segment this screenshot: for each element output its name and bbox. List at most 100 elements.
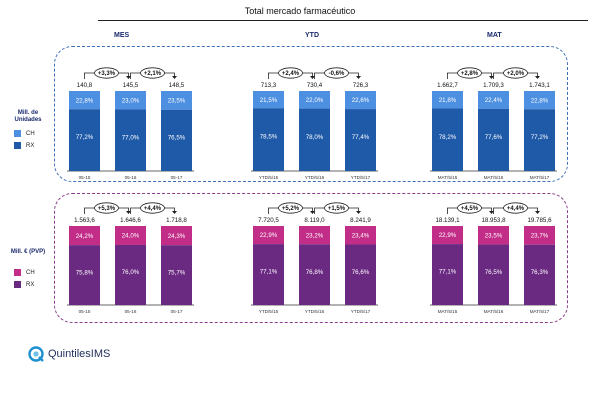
- value-mes-category-1: 05-16: [125, 309, 137, 314]
- brand-logo: QuintilesIMS: [28, 346, 110, 362]
- value-mat-bar-ch-2: [524, 226, 555, 245]
- units-legend-ch-swatch: [14, 130, 21, 137]
- units-mes-category-1: 05-16: [125, 175, 137, 180]
- logo-text: QuintilesIMS: [48, 348, 111, 360]
- units-ytd-total-1: 730,4: [307, 82, 323, 89]
- units-section-frame: [54, 46, 568, 182]
- value-mat-bar-rx-2: [524, 244, 555, 305]
- value-mes-bar-rx-2: [161, 245, 192, 305]
- value-mat-growth-badge-1: [503, 202, 528, 214]
- units-ytd-growth-arrowhead-0: [310, 76, 315, 79]
- value-mes-label-rx-2: 75,7%: [168, 269, 186, 276]
- units-ytd-bar-ch-2: [345, 91, 376, 110]
- value-mes-bar-ch-0: [69, 226, 100, 246]
- units-mes-growth-arrowhead-1: [172, 76, 177, 79]
- value-ytd-growth-arrowhead-1: [356, 211, 361, 214]
- units-legend-rx-label: RX: [26, 142, 35, 149]
- value-ytd-growth-badge-0: [278, 202, 303, 214]
- value-mat-label-ch-0: 22,9%: [439, 232, 457, 239]
- value-ytd-bar-ch-1: [299, 226, 330, 245]
- units-ytd-bar-ch-0: [253, 91, 284, 109]
- value-mes-total-0: 1.563,6: [74, 217, 95, 224]
- units-mes-growth-arrowhead-0: [126, 76, 131, 79]
- units-mes-bar-ch-2: [161, 91, 192, 110]
- units-ytd-label-ch-1: 22,0%: [306, 97, 324, 104]
- units-ytd-bar-ch-1: [299, 91, 330, 109]
- value-mes-label-ch-2: 24,3%: [168, 233, 186, 240]
- value-legend-ch-label: CH: [26, 269, 35, 276]
- value-mes-growth-arrowhead-0: [126, 211, 131, 214]
- units-mat-bar-rx-0: [432, 108, 463, 171]
- value-axis-title: Mill. € (PVP): [10, 249, 46, 255]
- value-mes-growth-arrowhead-1: [172, 211, 177, 214]
- units-mes-total-0: 140,8: [77, 82, 93, 89]
- units-ytd-label-ch-2: 22,6%: [352, 97, 370, 104]
- units-legend-rx-swatch: [14, 142, 21, 149]
- units-ytd-category-0: YTD/5/15: [259, 175, 279, 180]
- value-mes-bar-rx-1: [115, 244, 146, 305]
- units-ytd-bar-rx-1: [299, 108, 330, 171]
- value-mes-label-ch-0: 24,2%: [76, 233, 94, 240]
- units-mat-growth-label-0: +2,8%: [461, 71, 479, 77]
- units-mes-label-rx-2: 76,5%: [168, 135, 186, 142]
- value-ytd-label-rx-2: 76,6%: [352, 269, 370, 276]
- units-mat-bar-rx-1: [478, 108, 509, 171]
- value-ytd-bar-rx-0: [253, 244, 284, 305]
- units-mat-growth-arrowhead-0: [489, 76, 494, 79]
- units-mat-label-ch-2: 22,8%: [531, 97, 549, 104]
- value-mat-label-ch-2: 23,7%: [531, 233, 549, 240]
- value-mat-bar-rx-0: [432, 244, 463, 305]
- units-mes-bar-rx-1: [115, 109, 146, 171]
- value-mes-total-2: 1.718,8: [166, 217, 187, 224]
- value-ytd-bar-rx-2: [345, 244, 376, 305]
- units-ytd-growth-label-0: +2,4%: [282, 71, 300, 77]
- value-mes-label-rx-1: 76,0%: [122, 269, 140, 276]
- units-mat-category-1: MAT/5/16: [484, 175, 504, 180]
- units-ytd-growth-arrowhead-1: [356, 76, 361, 79]
- units-ytd-bar-rx-2: [345, 109, 376, 171]
- value-section-frame: [54, 193, 568, 323]
- value-mat-label-rx-1: 76,5%: [485, 269, 503, 276]
- units-legend-ch-label: CH: [26, 130, 35, 137]
- group-label-ytd: YTD: [305, 32, 319, 39]
- value-ytd-growth-arrowhead-0: [310, 211, 315, 214]
- units-mes-label-ch-1: 23,0%: [122, 97, 140, 104]
- value-ytd-growth-badge-1: [324, 202, 349, 214]
- value-mat-bar-rx-1: [478, 244, 509, 305]
- value-mat-label-ch-1: 23,5%: [485, 232, 503, 239]
- chart-title: Total mercado farmacéutico: [244, 6, 356, 16]
- units-mat-label-ch-0: 21,8%: [439, 97, 457, 104]
- units-mat-bar-ch-1: [478, 91, 509, 109]
- units-mat-bar-ch-0: [432, 91, 463, 109]
- units-mes-total-1: 145,5: [123, 82, 139, 89]
- value-mat-bar-ch-0: [432, 226, 463, 245]
- value-ytd-label-ch-0: 22,9%: [260, 232, 278, 239]
- value-ytd-label-rx-0: 77,1%: [260, 269, 278, 276]
- units-legend-rx: RX: [14, 142, 34, 149]
- value-mes-total-1: 1.646,6: [120, 217, 141, 224]
- units-mes-category-0: 05-15: [79, 175, 91, 180]
- value-ytd-category-0: YTD/5/15: [259, 309, 279, 314]
- value-ytd-bar-ch-2: [345, 226, 376, 245]
- units-mat-growth-badge-0: [457, 67, 482, 79]
- units-mat-growth-label-1: +2,0%: [507, 71, 525, 77]
- units-axis-title: Mill. de Unidades: [14, 110, 42, 123]
- value-mat-category-2: MAT/5/17: [530, 309, 550, 314]
- value-mat-total-2: 19.785,6: [527, 217, 552, 224]
- value-ytd-total-1: 8.119,0: [304, 217, 325, 224]
- units-mes-bar-rx-2: [161, 109, 192, 171]
- units-mes-label-rx-0: 77,2%: [76, 134, 94, 141]
- value-mes-growth-label-1: +4,4%: [144, 206, 162, 212]
- units-mes-label-ch-0: 22,8%: [76, 97, 94, 104]
- value-ytd-bar-ch-0: [253, 226, 284, 245]
- value-mes-bar-ch-2: [161, 226, 192, 246]
- units-legend-ch: CH: [14, 130, 35, 137]
- value-mes-label-ch-1: 24,0%: [122, 233, 140, 240]
- value-ytd-growth-label-1: +1,5%: [328, 206, 346, 212]
- logo-icon: [28, 346, 44, 362]
- value-legend-rx-swatch: [14, 281, 21, 288]
- units-mes-category-2: 05-17: [171, 175, 183, 180]
- units-ytd-growth-badge-1: [324, 67, 349, 79]
- units-ytd-label-rx-0: 78,5%: [260, 134, 278, 141]
- units-mat-category-0: MAT/5/15: [438, 175, 458, 180]
